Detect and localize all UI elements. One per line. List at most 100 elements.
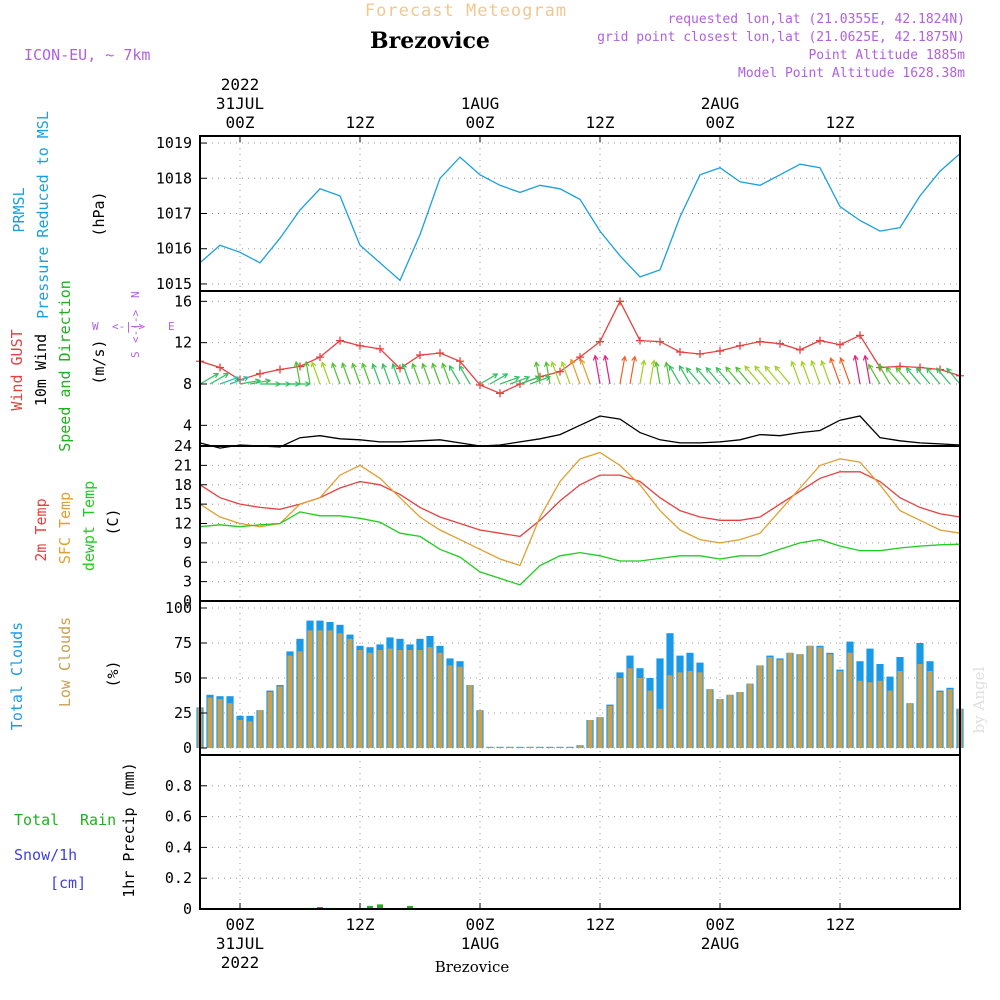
wind-arrow-head [764,365,771,372]
low-cloud-bar [647,690,653,748]
wind-arrow [489,373,508,385]
y-tick-label: 0.8 [165,777,192,795]
wind-arrow-head [725,366,731,373]
low-cloud-bar [497,747,503,748]
wind-arrow-head [331,362,337,369]
dewpt-label: dewpt Temp [80,481,98,571]
wind-arrow [696,367,711,385]
y-tick-label: 0.6 [165,808,192,826]
time-label: 00Z [466,113,495,132]
low-cloud-bar [927,671,933,748]
wind-arrow [705,367,721,385]
pressure-label-line2: Pressure Reduced to MSL [34,111,52,319]
y-tick-label: 1015 [156,275,192,293]
wind-arrow-head [839,356,845,364]
wind-arrow-head [810,359,816,367]
low-cloud-bar [467,685,473,748]
wind-arrow [392,363,401,385]
low-cloud-bar [737,692,743,748]
wind-arrow [535,362,541,385]
wind10-line [199,415,961,449]
wind-arrow [449,365,461,385]
time-label: 00Z [466,915,495,934]
compass-arrow-v: <-|-> [129,310,142,343]
y-tick-label: 21 [174,456,192,474]
wind-arrow-head [361,362,367,369]
low-cloud-bar [327,630,333,748]
wind-arrow-head [544,375,552,381]
wind-gust-label: Wind GUST [8,329,26,410]
y-tick-label: 1017 [156,205,192,223]
y-tick-label: 3 [183,573,192,591]
low-cloud-bar [377,650,383,748]
y-tick-label: 16 [174,292,192,310]
wind-arrow-head [579,358,586,365]
wind-arrow-head [744,365,750,372]
low-cloud-bar [717,699,723,748]
low-cloud-bar [267,692,273,748]
time-label: 2022 [221,953,260,972]
low-cloud-bar [697,672,703,748]
low-cloud-bar [457,666,463,748]
wind-arrow [864,355,871,385]
gust-marker [756,337,764,346]
low-cloud-bar [477,710,483,748]
gust-marker [576,353,584,362]
wind-arrow-head [735,366,741,373]
wind-arrow [936,367,951,385]
precip-axis-label: 1hr Precip (mm) [120,762,138,897]
wind-arrow-head [829,356,835,364]
wind-arrow [239,379,261,385]
wind-arrow-head [223,372,230,379]
time-label: 2AUG [701,934,740,953]
wind-arrow [895,367,911,385]
low-cloud-bar [837,671,843,748]
wind-arrow-head [790,360,796,367]
time-label: 12Z [346,113,375,132]
low-cloud-bar [397,650,403,748]
wind-arrow [725,366,741,385]
wind-arrow-head [448,364,455,371]
gust-marker [616,297,624,306]
time-label: 00Z [226,915,255,934]
wind-arrow [249,379,271,385]
wind-arrow-head [391,362,397,370]
y-tick-label: 25 [174,704,192,722]
wind-arrow-head [401,362,407,370]
wind-arrow-head [293,360,300,367]
sfc-temp-label: SFC Temp [56,492,74,564]
low-cloud-bar [427,647,433,748]
wind-arrow-head [533,361,540,368]
low-cloud-bar [827,654,833,748]
wind-arrow [479,373,498,385]
wind-arrow [868,364,881,385]
wind-arrow [331,363,341,385]
low-cloud-bar [547,747,553,748]
wind-arrow [459,365,471,385]
low-cloud-bar [447,665,453,748]
wind-arrow-head [915,367,922,374]
wind-arrow [441,363,451,385]
time-label: 12Z [586,113,615,132]
t2m-line [199,471,961,538]
pressure-unit: (hPa) [90,191,108,236]
gust-marker [456,357,464,366]
total-cloud-label: Total Clouds [8,622,26,730]
low-cloud-bar [637,678,643,748]
low-cloud-bar [817,647,823,748]
low-cloud-bar [907,703,913,748]
wind-arrow-head [678,364,685,371]
wind-arrow-head [935,367,942,374]
time-label: 12Z [826,113,855,132]
low-cloud-bar [707,689,713,748]
low-cloud-bar [747,683,753,748]
time-label: 1AUG [461,934,500,953]
compass-w: W [92,320,99,333]
precip-frame [199,754,961,910]
low-cloud-bar [287,655,293,748]
wind-arrow [321,362,331,385]
rain-bar [377,904,383,909]
cloud-labels: Total Clouds Low Clouds (%) [8,617,122,730]
wind-arrow [551,361,561,385]
